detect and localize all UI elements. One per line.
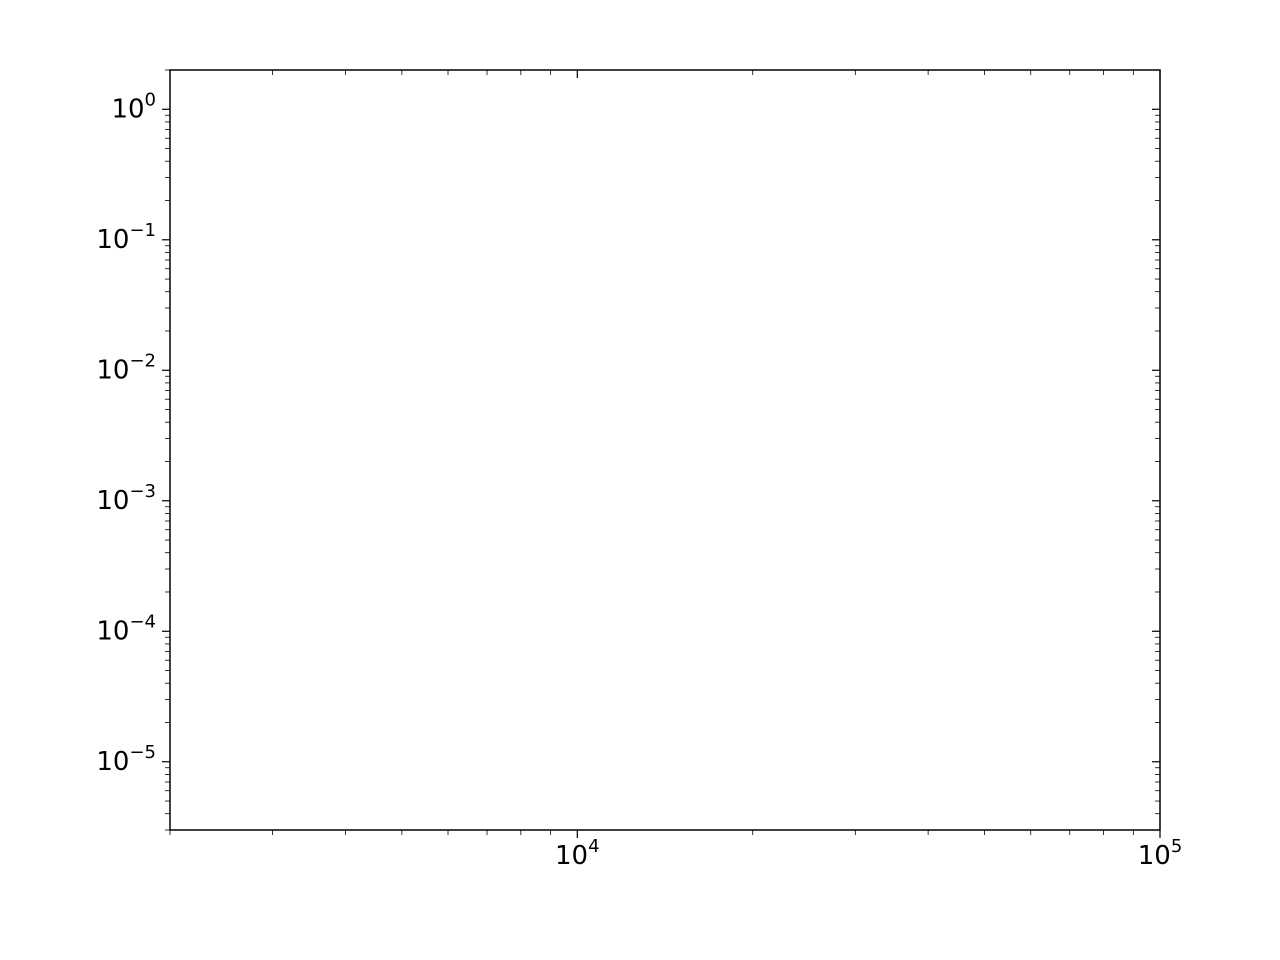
chart-svg: 10410510−510−410−310−210−1100: [0, 0, 1280, 960]
spectrum-chart: 10410510−510−410−310−210−1100: [0, 0, 1280, 960]
